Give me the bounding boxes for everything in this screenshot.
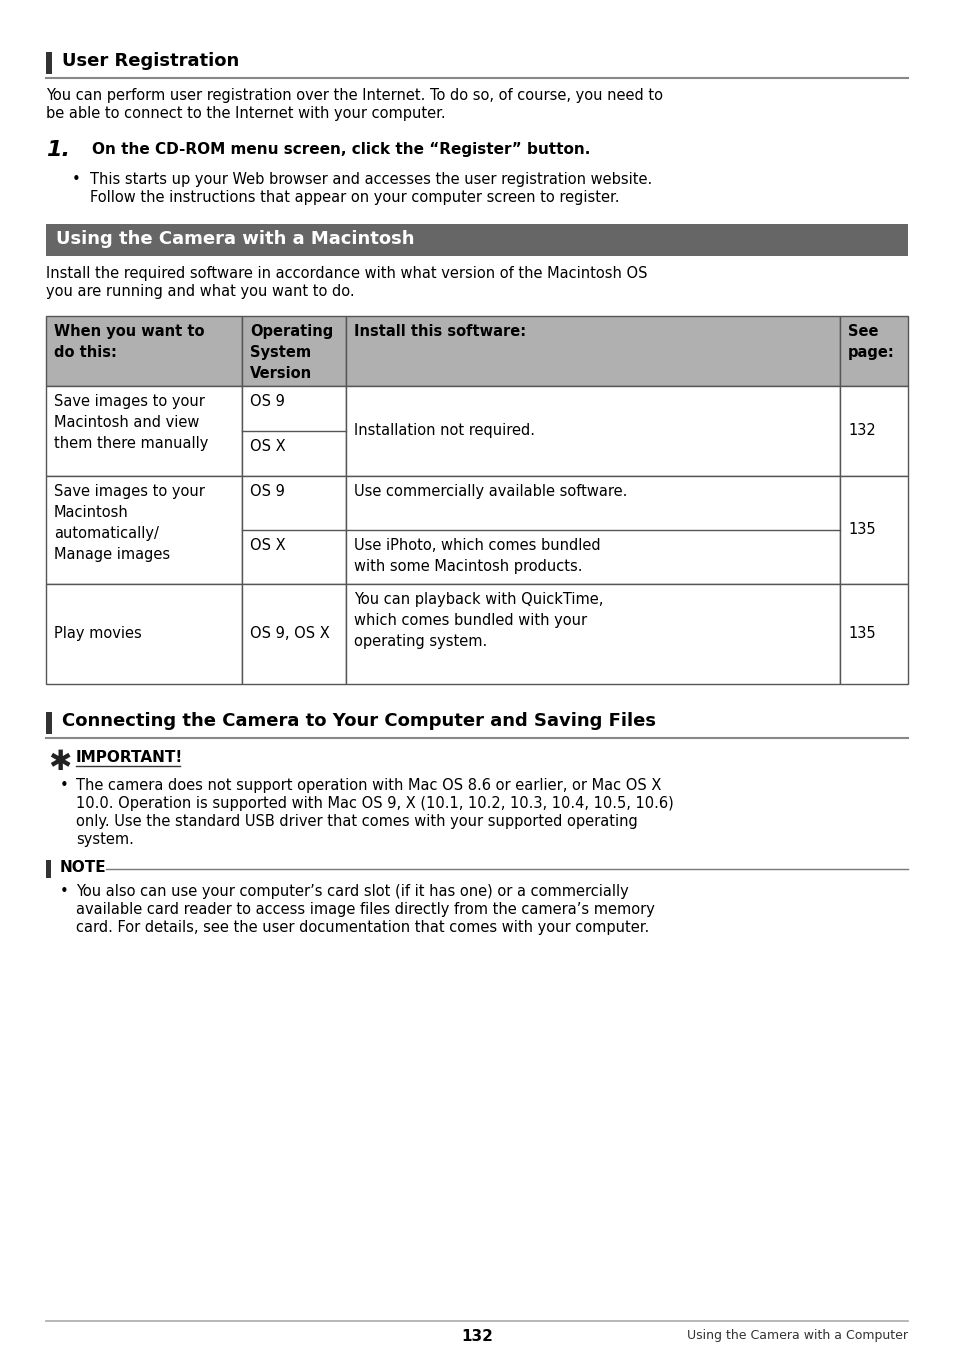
Bar [840, 476, 907, 584]
Text: Operating
System
Version: Operating System Version [250, 324, 333, 381]
Bar [46, 712, 52, 734]
Bar [242, 316, 346, 385]
Text: available card reader to access image files directly from the camera’s memory: available card reader to access image fi… [76, 902, 654, 917]
Bar [46, 385, 242, 476]
Text: 135: 135 [847, 522, 875, 537]
Text: system.: system. [76, 832, 133, 847]
Text: See
page:: See page: [847, 324, 894, 360]
Bar [346, 476, 840, 584]
Bar [346, 316, 840, 385]
Text: Use commercially available software.: Use commercially available software. [354, 484, 627, 499]
Bar [46, 860, 51, 878]
Text: 1.: 1. [46, 140, 70, 160]
Bar [242, 476, 346, 584]
Text: You also can use your computer’s card slot (if it has one) or a commercially: You also can use your computer’s card sl… [76, 883, 628, 898]
Text: Install this software:: Install this software: [354, 324, 525, 339]
Text: The camera does not support operation with Mac OS 8.6 or earlier, or Mac OS X: The camera does not support operation wi… [76, 778, 660, 792]
Text: Use iPhoto, which comes bundled
with some Macintosh products.: Use iPhoto, which comes bundled with som… [354, 537, 600, 574]
Text: User Registration: User Registration [62, 52, 239, 71]
Text: only. Use the standard USB driver that comes with your supported operating: only. Use the standard USB driver that c… [76, 814, 638, 829]
Text: OS 9: OS 9 [250, 484, 285, 499]
Text: OS 9, OS X: OS 9, OS X [250, 626, 330, 641]
Text: Play movies: Play movies [54, 626, 142, 641]
Text: •: • [60, 883, 69, 898]
Text: OS X: OS X [250, 440, 285, 455]
Text: card. For details, see the user documentation that comes with your computer.: card. For details, see the user document… [76, 920, 649, 935]
Text: •: • [71, 172, 81, 187]
Text: ✱: ✱ [48, 748, 71, 776]
Bar [46, 476, 242, 584]
Bar [46, 52, 52, 75]
Text: OS X: OS X [250, 537, 285, 554]
Text: Connecting the Camera to Your Computer and Saving Files: Connecting the Camera to Your Computer a… [62, 712, 656, 730]
Text: Save images to your
Macintosh
automatically/
Manage images: Save images to your Macintosh automatica… [54, 484, 205, 562]
Text: Using the Camera with a Computer: Using the Camera with a Computer [686, 1329, 907, 1342]
Text: You can playback with QuickTime,
which comes bundled with your
operating system.: You can playback with QuickTime, which c… [354, 592, 602, 649]
Text: Follow the instructions that appear on your computer screen to register.: Follow the instructions that appear on y… [90, 190, 618, 205]
Text: On the CD-ROM menu screen, click the “Register” button.: On the CD-ROM menu screen, click the “Re… [91, 142, 590, 157]
Text: Install the required software in accordance with what version of the Macintosh O: Install the required software in accorda… [46, 266, 647, 281]
Bar [46, 224, 907, 256]
Text: 10.0. Operation is supported with Mac OS 9, X (10.1, 10.2, 10.3, 10.4, 10.5, 10.: 10.0. Operation is supported with Mac OS… [76, 797, 673, 811]
Text: OS 9: OS 9 [250, 394, 285, 408]
Bar [46, 584, 242, 684]
Bar [242, 385, 346, 476]
Text: Installation not required.: Installation not required. [354, 423, 535, 438]
Bar [346, 584, 840, 684]
Text: This starts up your Web browser and accesses the user registration website.: This starts up your Web browser and acce… [90, 172, 652, 187]
Bar [46, 316, 242, 385]
Text: When you want to
do this:: When you want to do this: [54, 324, 204, 360]
Text: 132: 132 [847, 423, 875, 438]
Bar [840, 316, 907, 385]
Text: 132: 132 [460, 1329, 493, 1343]
Text: IMPORTANT!: IMPORTANT! [76, 750, 183, 765]
Text: 135: 135 [847, 626, 875, 641]
Bar [840, 584, 907, 684]
Text: •: • [60, 778, 69, 792]
Bar [840, 385, 907, 476]
Text: You can perform user registration over the Internet. To do so, of course, you ne: You can perform user registration over t… [46, 88, 662, 103]
Bar [242, 584, 346, 684]
Text: you are running and what you want to do.: you are running and what you want to do. [46, 284, 355, 299]
Text: NOTE: NOTE [60, 860, 107, 875]
Text: Using the Camera with a Macintosh: Using the Camera with a Macintosh [56, 229, 414, 248]
Text: be able to connect to the Internet with your computer.: be able to connect to the Internet with … [46, 106, 445, 121]
Bar [346, 385, 840, 476]
Text: Save images to your
Macintosh and view
them there manually: Save images to your Macintosh and view t… [54, 394, 208, 451]
